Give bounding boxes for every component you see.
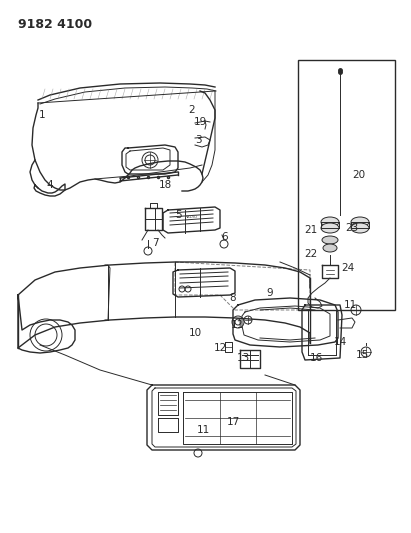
Text: 21: 21 (305, 225, 318, 235)
Ellipse shape (321, 217, 339, 227)
Text: 13: 13 (236, 353, 249, 363)
Ellipse shape (351, 217, 369, 227)
Bar (298, 60, 395, 310)
Text: 23: 23 (345, 223, 359, 233)
Text: 22: 22 (305, 249, 318, 259)
Text: 11: 11 (231, 320, 244, 330)
Text: 10: 10 (188, 328, 201, 338)
Ellipse shape (351, 223, 369, 233)
Text: 5: 5 (175, 210, 181, 220)
Text: 15: 15 (356, 350, 369, 360)
Text: 11: 11 (343, 300, 357, 310)
Ellipse shape (321, 223, 339, 233)
Text: 14: 14 (333, 337, 346, 347)
Text: 16: 16 (309, 353, 323, 363)
Text: 20: 20 (353, 170, 365, 180)
Text: RADIO: RADIO (185, 215, 198, 219)
Text: 3: 3 (195, 135, 201, 145)
Text: 7: 7 (152, 238, 158, 248)
Text: 19: 19 (193, 117, 207, 127)
Text: 1: 1 (39, 110, 45, 120)
Text: 8: 8 (230, 293, 236, 303)
Text: 18: 18 (158, 180, 172, 190)
Ellipse shape (323, 244, 337, 252)
Text: 2: 2 (189, 105, 195, 115)
Text: 9182 4100: 9182 4100 (18, 18, 92, 31)
Ellipse shape (322, 236, 338, 244)
Text: 24: 24 (342, 263, 355, 273)
Text: 17: 17 (226, 417, 240, 427)
Text: 4: 4 (47, 180, 53, 190)
Text: 9: 9 (267, 288, 273, 298)
Text: 6: 6 (222, 232, 229, 242)
Text: 12: 12 (213, 343, 226, 353)
Text: 11: 11 (196, 425, 210, 435)
